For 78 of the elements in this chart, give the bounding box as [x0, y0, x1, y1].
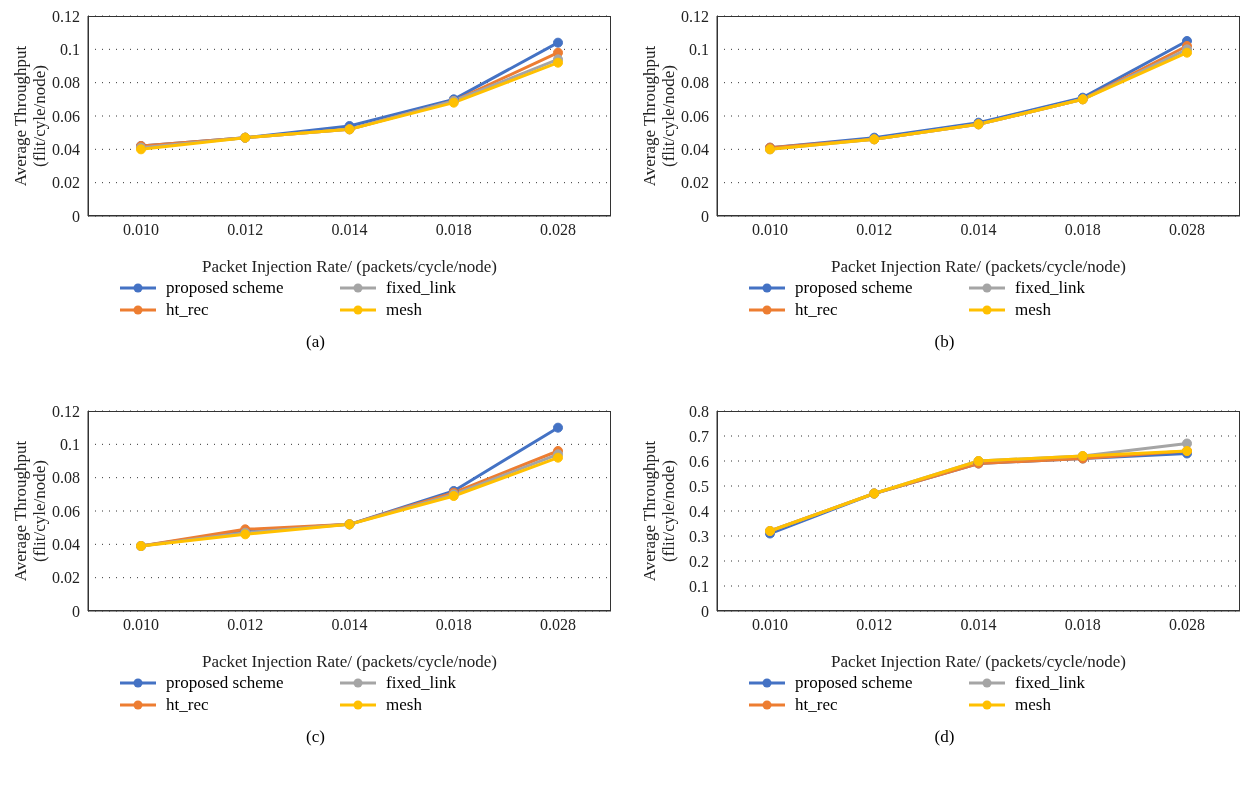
legend-label: mesh: [386, 695, 422, 715]
y-axis-title: Average Throughput (flit/cyle/node): [640, 440, 678, 582]
x-tick-label: 0.028: [1169, 616, 1205, 634]
y-tick-label: 0.8: [689, 402, 709, 420]
legend-label: proposed scheme: [166, 278, 284, 298]
y-tick-label: 0.02: [681, 174, 709, 192]
x-axis-title: Packet Injection Rate/ (packets/cycle/node): [830, 257, 1127, 276]
y-axis-title: Average Throughput (flit/cyle/node): [11, 440, 49, 582]
text: (c): [305, 727, 326, 747]
legend-label: fixed_link: [386, 673, 456, 693]
y-tick-label: 0.08: [52, 74, 80, 92]
y-tick-label: 0.08: [681, 74, 709, 92]
legend-label: proposed scheme: [166, 673, 284, 693]
y-tick-label: 0.06: [52, 107, 80, 125]
y-tick-label: 0: [701, 602, 709, 620]
x-tick-label: 0.028: [540, 221, 576, 239]
legend-label: ht_rec: [166, 300, 209, 320]
x-tick-label: 0.010: [123, 221, 159, 239]
x-tick-label: 0.010: [752, 221, 788, 239]
legend-label: mesh: [1015, 695, 1051, 715]
y-tick-label: 0.02: [52, 569, 80, 587]
x-tick-label: 0.028: [1169, 221, 1205, 239]
legend-label: mesh: [386, 300, 422, 320]
x-tick-label: 0.010: [123, 616, 159, 634]
x-tick-label: 0.012: [856, 616, 893, 634]
x-axis-title: Packet Injection Rate/ (packets/cycle/node): [201, 652, 498, 671]
y-tick-label: 0.2: [689, 552, 709, 570]
y-tick-label: 0.02: [52, 174, 80, 192]
y-tick-label: 0.7: [689, 427, 709, 445]
x-tick-label: 0.012: [856, 221, 893, 239]
legend-label: fixed_link: [386, 278, 456, 298]
legend-label: mesh: [1015, 300, 1051, 320]
y-tick-label: 0.1: [689, 41, 709, 59]
y-tick-label: 0.06: [52, 502, 80, 520]
y-tick-label: 0.04: [52, 536, 80, 554]
y-tick-label: 0.04: [681, 141, 709, 159]
x-tick-label: 0.014: [331, 616, 368, 634]
y-tick-label: 0: [72, 602, 80, 620]
y-axis-title: Average Throughput (flit/cyle/node): [640, 45, 678, 187]
y-tick-label: 0.1: [60, 436, 80, 454]
legend-label: proposed scheme: [795, 673, 913, 693]
x-tick-label: 0.028: [540, 616, 576, 634]
y-tick-label: 0.3: [689, 527, 709, 545]
x-tick-label: 0.014: [960, 616, 997, 634]
y-tick-label: 0.08: [52, 469, 80, 487]
y-axis-title: Average Throughput (flit/cyle/node): [11, 45, 49, 187]
y-tick-label: 0.12: [52, 7, 80, 25]
y-tick-label: 0.1: [60, 41, 80, 59]
x-tick-label: 0.012: [227, 616, 264, 634]
x-axis-title: Packet Injection Rate/ (packets/cycle/node): [201, 257, 498, 276]
text: (a): [305, 332, 326, 352]
legend-label: ht_rec: [795, 695, 838, 715]
y-tick-label: 0.5: [689, 477, 709, 495]
x-tick-label: 0.018: [1064, 616, 1101, 634]
y-tick-label: 0.04: [52, 141, 80, 159]
y-tick-label: 0.06: [681, 107, 709, 125]
legend-label: fixed_link: [1015, 673, 1085, 693]
legend-label: ht_rec: [795, 300, 838, 320]
y-tick-label: 0.1: [689, 577, 709, 595]
x-tick-label: 0.014: [331, 221, 368, 239]
legend-label: fixed_link: [1015, 278, 1085, 298]
x-tick-label: 0.018: [1064, 221, 1101, 239]
x-tick-label: 0.014: [960, 221, 997, 239]
x-tick-label: 0.018: [435, 221, 472, 239]
text: (b): [933, 332, 956, 352]
y-tick-label: 0.12: [52, 402, 80, 420]
legend-label: proposed scheme: [795, 278, 913, 298]
y-tick-label: 0.12: [681, 7, 709, 25]
y-tick-label: 0.6: [689, 452, 709, 470]
y-tick-label: 0.4: [689, 502, 709, 520]
text: (d): [933, 727, 956, 747]
y-tick-label: 0: [72, 207, 80, 225]
x-tick-label: 0.012: [227, 221, 264, 239]
legend-label: ht_rec: [166, 695, 209, 715]
y-tick-label: 0: [701, 207, 709, 225]
x-tick-label: 0.010: [752, 616, 788, 634]
x-axis-title: Packet Injection Rate/ (packets/cycle/node): [830, 652, 1127, 671]
x-tick-label: 0.018: [435, 616, 472, 634]
